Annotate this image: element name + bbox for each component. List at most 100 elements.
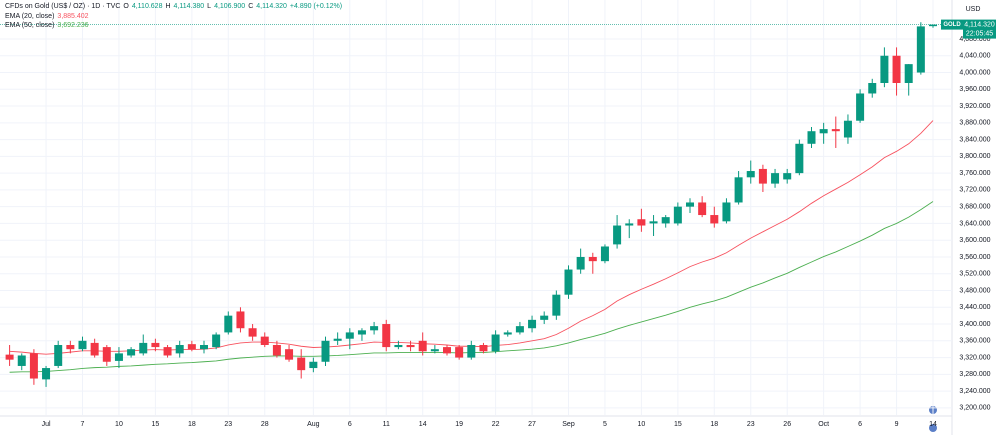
candle-body (78, 340, 87, 350)
candle-body (880, 55, 889, 83)
x-tick-label: 10 (115, 421, 123, 428)
candle-body (649, 221, 658, 224)
x-tick-label: 27 (528, 421, 536, 428)
candle-body (600, 246, 609, 262)
candle-body (625, 223, 634, 226)
y-tick-label: 3,920.000 (959, 103, 990, 110)
candle-body (370, 326, 379, 331)
x-tick-label: 28 (261, 421, 269, 428)
candle-body (929, 24, 937, 27)
candle-body (588, 256, 597, 262)
candle-body (698, 202, 707, 216)
ohlc-value: 4,114.380 (173, 3, 205, 10)
candle-body (843, 120, 852, 138)
candle-body (819, 129, 828, 134)
candle-body (831, 129, 840, 132)
symbol-tag-text: GOLD (943, 22, 961, 28)
x-tick-label: 22 (492, 421, 500, 428)
event-icon (929, 424, 937, 432)
x-tick-label: 11 (383, 421, 390, 428)
candle-body (783, 173, 792, 180)
x-tick-label: 15 (674, 421, 682, 428)
ohlc-value: 4,110.628 (131, 3, 163, 10)
candle-body (491, 334, 500, 352)
indicator-name: EMA (50, close) (5, 22, 55, 29)
candle-body (722, 202, 731, 222)
indicator-name: EMA (20, close) (5, 12, 55, 20)
candle-body (418, 340, 427, 352)
x-tick-label: 14 (929, 421, 937, 428)
candle-body (212, 334, 221, 348)
candle-body (139, 342, 148, 354)
ohlc-key: H (165, 3, 171, 10)
y-tick-label: 3,520.000 (959, 271, 990, 278)
candle-body (528, 319, 537, 329)
x-tick-label: 9 (895, 421, 899, 428)
change-label: +4.890 (+0.12%) (289, 3, 343, 10)
x-tick-label: 23 (747, 421, 755, 428)
y-tick-label: 3,360.000 (959, 338, 990, 345)
y-tick-label: 4,000.000 (959, 69, 990, 76)
candle-body (443, 347, 451, 354)
x-tick-label: 6 (348, 421, 352, 428)
y-tick-label: 3,480.000 (959, 287, 990, 294)
x-tick-label: Sep (562, 421, 575, 428)
y-tick-label: 3,840.000 (959, 136, 990, 143)
candle-body (200, 344, 208, 350)
candle-body (321, 340, 330, 362)
candle-body (892, 55, 901, 83)
candle-body (187, 344, 196, 350)
y-tick-label: 4,080.000 (959, 36, 990, 43)
y-tick-label: 3,440.000 (959, 304, 990, 311)
y-tick-label: 3,680.000 (959, 204, 990, 211)
candle-body (236, 311, 245, 329)
candle-body (297, 357, 306, 371)
x-tick-label: 19 (455, 421, 463, 428)
candle-body (455, 347, 464, 358)
legend-row: EMA (20, close) 3,885.402 (5, 12, 345, 22)
candle-body (613, 225, 622, 245)
x-tick-label: 6 (858, 421, 862, 428)
candle-body (260, 336, 269, 345)
candle-body (771, 173, 780, 184)
candle-body (430, 349, 439, 352)
candle-body (904, 64, 913, 83)
candle-body (29, 353, 38, 379)
y-tick-label: 3,200.000 (959, 405, 990, 412)
candle-body (333, 338, 342, 341)
y-tick-label: 3,960.000 (959, 86, 990, 93)
y-tick-label: 3,320.000 (959, 354, 990, 361)
indicator-value: 3,692.236 (57, 22, 89, 29)
x-tick-label: 18 (710, 421, 718, 428)
y-tick-label: 3,720.000 (959, 187, 990, 194)
y-tick-label: 4,040.000 (959, 53, 990, 60)
candle-body (272, 344, 281, 356)
x-tick-label: 5 (603, 421, 607, 428)
candle-body (661, 217, 670, 224)
x-tick-label: Aug (307, 421, 320, 428)
y-tick-label: 3,280.000 (959, 371, 990, 378)
ema-line (9, 120, 934, 355)
legend-row: CFDs on Gold (US$ / OZ) · 1D · TVC O 4,110… (5, 2, 345, 12)
candle-body (552, 294, 561, 316)
candle-body (163, 347, 172, 356)
x-tick-label: Oct (818, 421, 829, 428)
candle-body (42, 368, 51, 380)
y-tick-label: 3,400.000 (959, 321, 990, 328)
candle-body (127, 349, 136, 356)
candle-body (467, 344, 476, 358)
y-tick-label: 3,800.000 (959, 153, 990, 160)
candle-body (17, 355, 26, 366)
y-tick-label: 3,640.000 (959, 220, 990, 227)
y-tick-label: 3,760.000 (959, 170, 990, 177)
candle-body (406, 344, 415, 348)
ohlc-key: L (207, 3, 212, 10)
legend-row: EMA (50, close) 3,692.236 (5, 21, 345, 31)
y-tick-label: 3,880.000 (959, 120, 990, 127)
candle-body (54, 344, 63, 366)
candle-body (114, 353, 123, 361)
candle-body (503, 332, 512, 335)
x-tick-label: 14 (419, 421, 427, 428)
x-tick-label: Jul (42, 421, 51, 428)
